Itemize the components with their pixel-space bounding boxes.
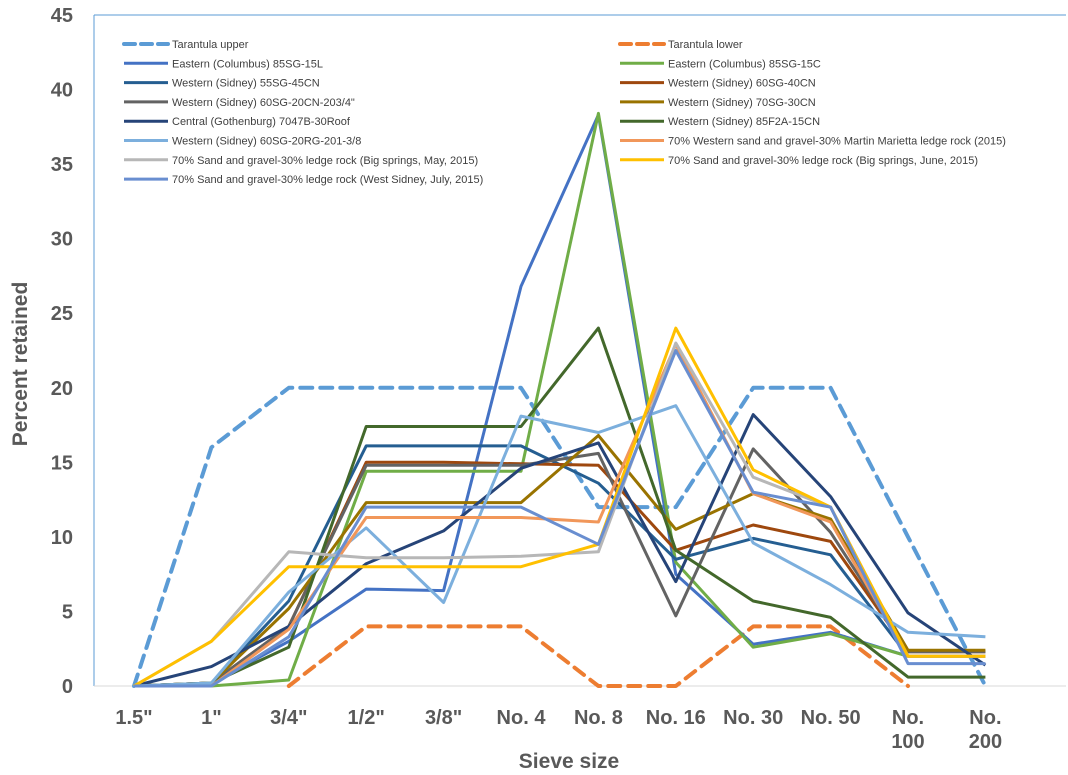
legend-label: Central (Gothenburg) 7047B-30Roof — [172, 116, 351, 128]
legend-label: Eastern (Columbus) 85SG-15C — [668, 58, 821, 70]
series-line — [133, 447, 986, 688]
y-axis-title: Percent retained — [9, 282, 32, 447]
y-tick-label: 0 — [62, 676, 73, 698]
x-tick-label: 3/4" — [270, 707, 307, 729]
legend-label: 70% Sand and gravel-30% ledge rock (Big … — [668, 155, 978, 167]
series-line — [132, 385, 988, 688]
x-axis-title: Sieve size — [519, 750, 619, 773]
x-tick-label: 1/2" — [348, 707, 385, 729]
x-tick-label: No. 16 — [646, 707, 706, 729]
axes: 0 5 10 15 20 25 30 35 40 45 1.5" 1" 3/4" 1/2" 3/8" No. … — [51, 5, 1066, 753]
y-tick-label: 25 — [51, 303, 73, 325]
x-tick-label: 1" — [201, 707, 222, 729]
series-line — [133, 404, 986, 688]
legend-label: 70% Sand and gravel-30% ledge rock (West… — [172, 174, 483, 186]
legend-label: Tarantula lower — [668, 39, 743, 51]
y-tick-label: 35 — [51, 154, 73, 176]
legend-label: Western (Sidney) 85F2A-15CN — [668, 116, 820, 128]
legend-label: Eastern (Columbus) 85SG-15L — [172, 58, 323, 70]
series-line — [133, 413, 987, 688]
x-tick-label: No. 8 — [574, 707, 623, 729]
y-tick-label: 10 — [51, 527, 73, 549]
x-tick-label: No. 30 — [723, 707, 783, 729]
y-tick-label: 20 — [51, 378, 73, 400]
legend-label: Western (Sidney) 55SG-45CN — [172, 78, 320, 90]
legend-label: Western (Sidney) 60SG-40CN — [668, 78, 816, 90]
x-tick-label: No. 50 — [801, 707, 861, 729]
legend-label: Western (Sidney) 60SG-20RG-201-3/8 — [172, 136, 361, 148]
legend-label: 70% Western sand and gravel-30% Martin M… — [668, 136, 1006, 148]
y-tick-label: 5 — [62, 601, 73, 623]
x-tick-label: 3/8" — [425, 707, 462, 729]
y-tick-label: 15 — [51, 452, 73, 474]
y-tick-label: 40 — [51, 80, 73, 102]
legend-label: 70% Sand and gravel-30% ledge rock (Big … — [172, 155, 478, 167]
series-line — [133, 326, 986, 688]
y-tick-label: 30 — [51, 229, 73, 251]
legend-label: Western (Sidney) 60SG-20CN-203/4" — [172, 97, 355, 109]
series-layer — [132, 111, 988, 688]
series-line — [134, 111, 986, 688]
series-line — [286, 624, 910, 688]
legend-label: Western (Sidney) 70SG-30CN — [668, 97, 816, 109]
x-tick-label: 1.5" — [115, 707, 152, 729]
legend-label: Tarantula upper — [172, 39, 249, 51]
x-tick-label: No. 100 — [891, 707, 924, 753]
series-line — [133, 434, 986, 688]
y-tick-label: 45 — [51, 5, 73, 27]
series-line — [134, 343, 986, 688]
series-line — [133, 326, 986, 688]
legend: Tarantula upper Tarantula lower Eastern (C… — [122, 39, 1006, 186]
series-line — [134, 349, 986, 688]
x-tick-label: No. 200 — [969, 707, 1002, 753]
x-tick-label: No. 4 — [497, 707, 547, 729]
